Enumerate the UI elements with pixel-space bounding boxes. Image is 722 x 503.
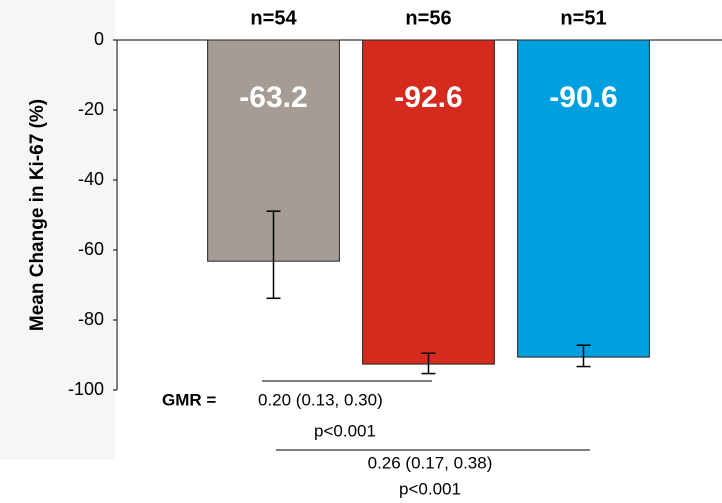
value-label: -92.6 (394, 81, 462, 114)
error-bar (576, 344, 591, 368)
p-value: p<0.001 (314, 421, 376, 440)
y-tick-label: -40 (78, 169, 104, 189)
y-axis-title: Mean Change in Ki-67 (%) (27, 99, 48, 331)
category-label: n=54 (250, 7, 297, 29)
bar (517, 39, 650, 358)
category-label: n=56 (405, 7, 451, 29)
error-bar (421, 352, 436, 375)
p-value: p<0.001 (399, 479, 461, 498)
y-tick-label: -80 (78, 309, 104, 329)
value-label: -90.6 (549, 81, 617, 114)
category-label: n=51 (560, 7, 606, 29)
label-panel (0, 0, 115, 460)
gmr-label: GMR = (162, 390, 216, 409)
comparison-text: 0.26 (0.17, 0.38) (368, 453, 493, 472)
error-bar (266, 210, 281, 300)
y-tick-label: -100 (68, 379, 104, 399)
y-tick-label: 0 (94, 29, 104, 49)
y-tick-label: -20 (78, 99, 104, 119)
y-tick-label: -60 (78, 239, 104, 259)
comparison-text: 0.20 (0.13, 0.30) (258, 390, 383, 409)
value-label: -63.2 (239, 81, 307, 114)
